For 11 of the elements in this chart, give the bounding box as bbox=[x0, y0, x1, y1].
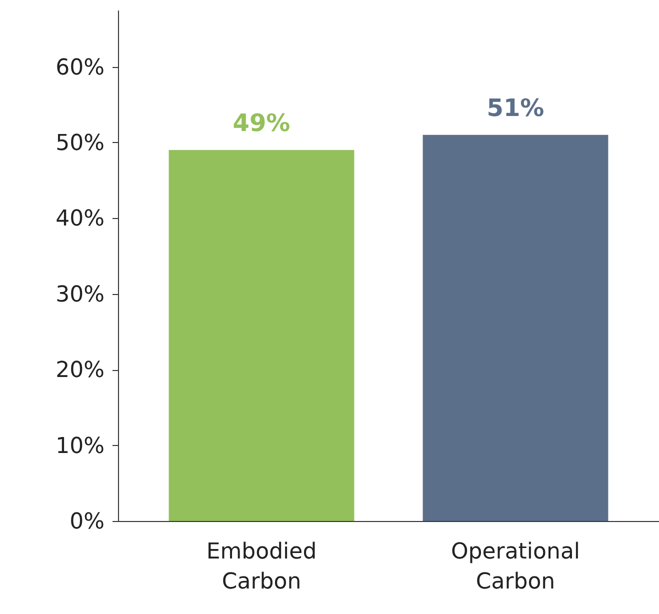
y-tick-label: 40% bbox=[56, 206, 104, 232]
y-tick-label: 50% bbox=[56, 130, 104, 156]
data-label: 49% bbox=[232, 109, 290, 138]
y-tick-label: 20% bbox=[56, 358, 104, 384]
y-tick-label: 60% bbox=[56, 55, 104, 80]
data-label: 51% bbox=[486, 94, 544, 122]
x-tick-label: Embodied Carbon bbox=[206, 540, 317, 594]
y-tick-label: 0% bbox=[70, 510, 104, 534]
y-tick-label: 10% bbox=[56, 434, 104, 459]
x-tick-label: Operational Carbon bbox=[450, 540, 580, 594]
y-tick-label: 30% bbox=[56, 282, 104, 308]
